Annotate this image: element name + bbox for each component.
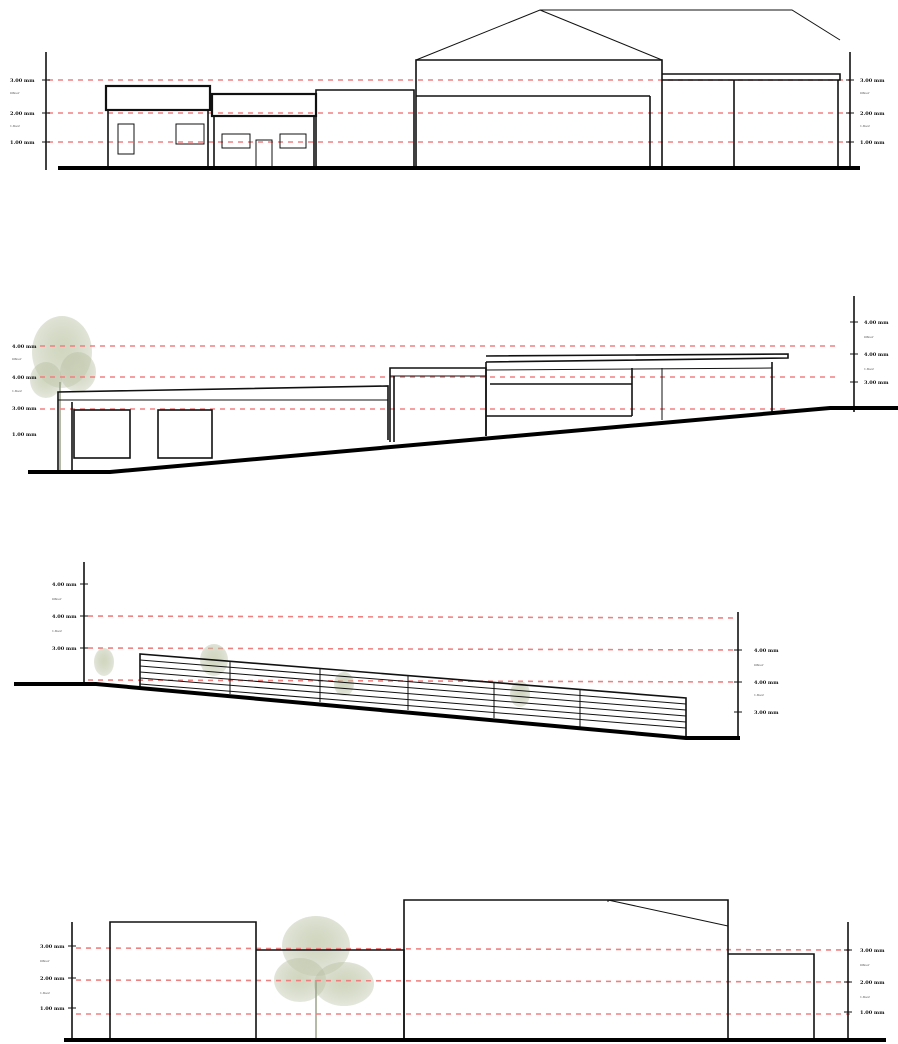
door [255, 139, 273, 169]
level-label: 4.00 mm [12, 344, 37, 350]
level-label: 4.00 mm [52, 582, 77, 588]
level-sublabel: Ofloor [860, 963, 870, 967]
level-sublabel: 1.floor [860, 995, 870, 999]
level-labels-right: 4.00 mm Ofloor 4.00 mm 1.floor 3.00 mm [734, 648, 779, 716]
level-label: 3.00 mm [52, 646, 77, 652]
window [279, 133, 307, 149]
level-label: 1.00 mm [860, 140, 885, 146]
level-label: 3.00 mm [860, 78, 885, 84]
level-label: 3.00 mm [864, 380, 889, 386]
level-label: 3.00 mm [10, 78, 35, 84]
elevation-1: 3.00 mm Ofloor 2.00 mm 1.floor 1.00 mm 3… [10, 9, 885, 170]
level-label: 1.00 mm [860, 1010, 885, 1016]
level-label: 3.00 mm [40, 944, 65, 950]
level-sublabel: Ofloor [864, 335, 874, 339]
level-label: 1.00 mm [40, 1006, 65, 1012]
window [175, 123, 205, 145]
level-labels-left: 4.00 mm Ofloor 4.00 mm 1.floor 3.00 mm [52, 582, 88, 652]
level-sublabel: Ofloor [860, 91, 870, 95]
level-sublabel: 1.floor [754, 693, 764, 697]
level-sublabel: 1.floor [40, 991, 50, 995]
level-sublabel: Ofloor [754, 663, 764, 667]
window [221, 133, 251, 149]
level-label: 4.00 mm [864, 320, 889, 326]
retaining-wall [139, 653, 687, 738]
level-label: 4.00 mm [754, 680, 779, 686]
level-sublabel: 1.floor [52, 629, 62, 633]
level-labels-right: 3.00 mm Ofloor 2.00 mm 1.floor 1.00 mm [844, 948, 885, 1016]
level-lines [48, 79, 850, 143]
level-sublabel: 1.floor [12, 389, 22, 393]
level-label: 2.00 mm [860, 980, 885, 986]
trees [94, 644, 530, 707]
level-label: 2.00 mm [10, 111, 35, 117]
level-label: 3.00 mm [12, 406, 37, 412]
level-label: 4.00 mm [12, 375, 37, 381]
level-lines [75, 947, 851, 1015]
tree [334, 672, 354, 696]
building-outline [104, 9, 841, 169]
level-labels-left: 3.00 mm Ofloor 2.00 mm 1.floor 1.00 mm [10, 78, 50, 146]
tree [30, 316, 96, 470]
level-sublabel: 1.floor [864, 367, 874, 371]
level-sublabel: Ofloor [10, 91, 20, 95]
window [117, 123, 135, 155]
level-lines [40, 345, 838, 410]
level-label: 1.00 mm [12, 432, 37, 438]
level-label: 1.00 mm [10, 140, 35, 146]
level-sublabel: Ofloor [52, 597, 62, 601]
elevation-3: 4.00 mm Ofloor 4.00 mm 1.floor 3.00 mm 4… [14, 562, 779, 740]
elevation-2: 4.00 mm Ofloor 4.00 mm 1.floor 3.00 mm 1… [12, 296, 898, 474]
level-sublabel: 1.floor [10, 124, 20, 128]
level-label: 2.00 mm [40, 976, 65, 982]
level-sublabel: Ofloor [40, 959, 50, 963]
tree [274, 916, 374, 1040]
level-label: 3.00 mm [754, 710, 779, 716]
level-labels-right: 4.00 mm Ofloor 4.00 mm 1.floor 3.00 mm [850, 320, 889, 386]
level-label: 2.00 mm [860, 111, 885, 117]
elevation-4: 3.00 mm Ofloor 2.00 mm 1.floor 1.00 mm 3… [40, 899, 886, 1042]
level-sublabel: Ofloor [12, 357, 22, 361]
level-label: 4.00 mm [754, 648, 779, 654]
level-labels-left: 3.00 mm Ofloor 2.00 mm 1.floor 1.00 mm [40, 944, 76, 1012]
tree [94, 648, 114, 676]
level-labels-right: 3.00 mm Ofloor 2.00 mm 1.floor 1.00 mm [846, 78, 885, 146]
ground-line [28, 406, 898, 474]
garage-door [157, 409, 213, 459]
level-label: 4.00 mm [864, 352, 889, 358]
building-outline [57, 353, 789, 470]
level-label: 3.00 mm [860, 948, 885, 954]
level-labels-left: 4.00 mm Ofloor 4.00 mm 1.floor 3.00 mm 1… [12, 344, 37, 438]
tree [510, 681, 530, 707]
level-label: 4.00 mm [52, 614, 77, 620]
roof-fascia [104, 84, 212, 112]
level-sublabel: 1.floor [860, 124, 870, 128]
level-lines [87, 615, 737, 683]
ground-line [14, 682, 740, 740]
garage-door [73, 409, 131, 459]
building-outline [109, 899, 815, 1040]
